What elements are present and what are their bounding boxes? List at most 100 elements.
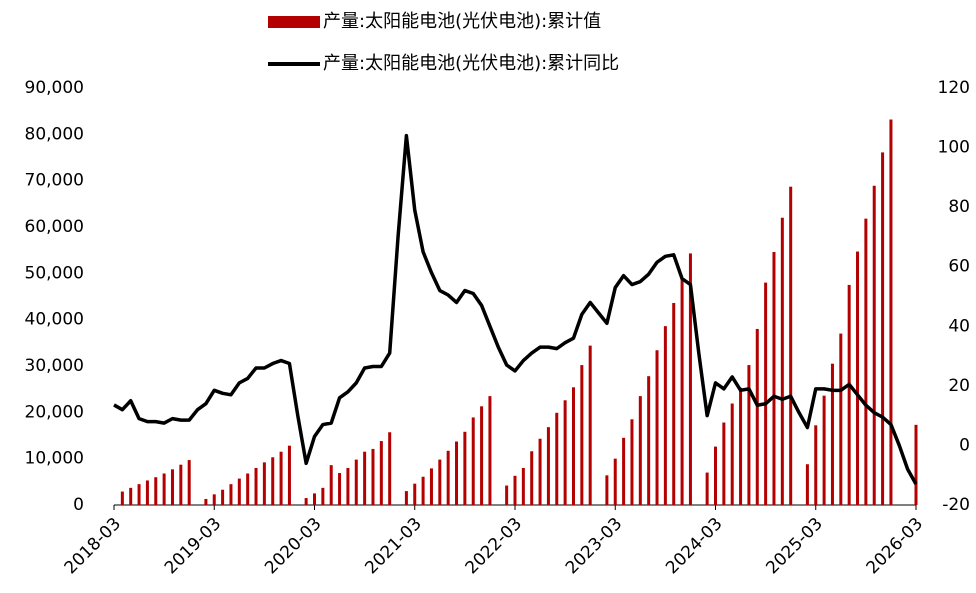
bar xyxy=(237,478,241,505)
bar xyxy=(722,422,726,505)
y-tick-label: 0 xyxy=(73,495,84,515)
bar xyxy=(271,457,275,505)
bar xyxy=(647,376,651,505)
bar xyxy=(505,485,509,505)
y2-tick-label: 60 xyxy=(948,257,970,277)
bar xyxy=(463,431,467,505)
line xyxy=(113,133,918,486)
legend-label: 产量:太阳能电池(光伏电池):累计同比 xyxy=(323,53,619,74)
x-tick-label: 2024-03 xyxy=(662,514,726,578)
bar xyxy=(881,152,885,506)
bar xyxy=(730,403,734,505)
legend-swatch xyxy=(268,16,320,28)
bar xyxy=(655,350,659,505)
bar xyxy=(672,302,676,505)
bar xyxy=(538,438,542,505)
y-tick-label: 20,000 xyxy=(25,402,84,422)
bar xyxy=(229,484,233,505)
bar xyxy=(413,483,417,505)
y2-tick-label: 40 xyxy=(948,316,970,336)
bar xyxy=(262,462,266,505)
bar xyxy=(830,363,834,505)
bar xyxy=(371,448,375,505)
bar xyxy=(755,328,759,505)
bar xyxy=(346,467,350,505)
bar xyxy=(388,432,392,505)
bar xyxy=(137,484,141,505)
bar xyxy=(446,450,450,505)
bar xyxy=(622,437,626,505)
bar xyxy=(872,185,876,505)
bar xyxy=(889,119,893,506)
bar xyxy=(120,491,124,505)
bar xyxy=(254,467,258,505)
bar xyxy=(805,464,809,505)
bar xyxy=(404,491,408,505)
y2-tick-label: -20 xyxy=(942,495,970,515)
y-tick-label: 90,000 xyxy=(25,78,84,98)
bar xyxy=(555,412,559,505)
y2-tick-label: 20 xyxy=(948,376,970,396)
y-tick-label: 60,000 xyxy=(25,217,84,237)
bar xyxy=(847,284,851,505)
bar xyxy=(429,468,433,505)
y-tick-label: 70,000 xyxy=(25,171,84,191)
bar xyxy=(212,494,216,505)
bar xyxy=(154,477,158,505)
bar xyxy=(329,465,333,505)
bar xyxy=(563,400,567,505)
bar xyxy=(480,406,484,505)
bar xyxy=(455,441,459,505)
bar xyxy=(145,480,149,505)
bar xyxy=(363,451,367,505)
bar xyxy=(379,441,383,505)
bar xyxy=(179,464,183,505)
bar xyxy=(780,217,784,505)
bar xyxy=(187,460,191,505)
bar xyxy=(421,476,425,505)
y2-tick-label: 120 xyxy=(938,78,970,98)
bar xyxy=(438,459,442,505)
x-tick-label: 2020-03 xyxy=(261,514,325,578)
x-tick-label: 2026-03 xyxy=(863,514,927,578)
x-tick-label: 2018-03 xyxy=(61,514,125,578)
bar xyxy=(613,458,617,505)
y-tick-label: 30,000 xyxy=(25,356,84,376)
y2-tick-label: 0 xyxy=(959,435,970,455)
bar xyxy=(530,451,534,505)
bar xyxy=(588,345,592,505)
bar xyxy=(764,282,768,505)
bar xyxy=(546,427,550,505)
bar xyxy=(714,446,717,505)
bar xyxy=(170,469,174,505)
bar xyxy=(313,493,316,505)
bar xyxy=(630,419,634,505)
bar xyxy=(338,473,342,505)
bar xyxy=(747,365,751,505)
bar xyxy=(688,253,692,505)
bar xyxy=(663,326,667,505)
bar xyxy=(772,252,776,505)
bar xyxy=(580,365,584,505)
bar xyxy=(822,395,826,505)
bar xyxy=(521,467,525,505)
y-tick-label: 80,000 xyxy=(25,124,84,144)
x-tick-label: 2025-03 xyxy=(762,514,826,578)
bar xyxy=(162,473,166,505)
bar xyxy=(571,387,575,505)
bar xyxy=(246,473,250,505)
bar xyxy=(129,487,133,505)
bar xyxy=(321,487,325,505)
bar xyxy=(789,186,793,505)
bar xyxy=(914,424,918,505)
bar xyxy=(221,489,225,505)
x-tick-label: 2022-03 xyxy=(462,514,526,578)
x-tick-label: 2019-03 xyxy=(161,514,225,578)
y2-tick-label: 80 xyxy=(948,197,970,217)
bar xyxy=(513,475,517,505)
bar xyxy=(354,459,358,505)
legend-label: 产量:太阳能电池(光伏电池):累计值 xyxy=(323,11,601,32)
bar xyxy=(739,387,743,505)
x-tick-label: 2021-03 xyxy=(361,514,425,578)
